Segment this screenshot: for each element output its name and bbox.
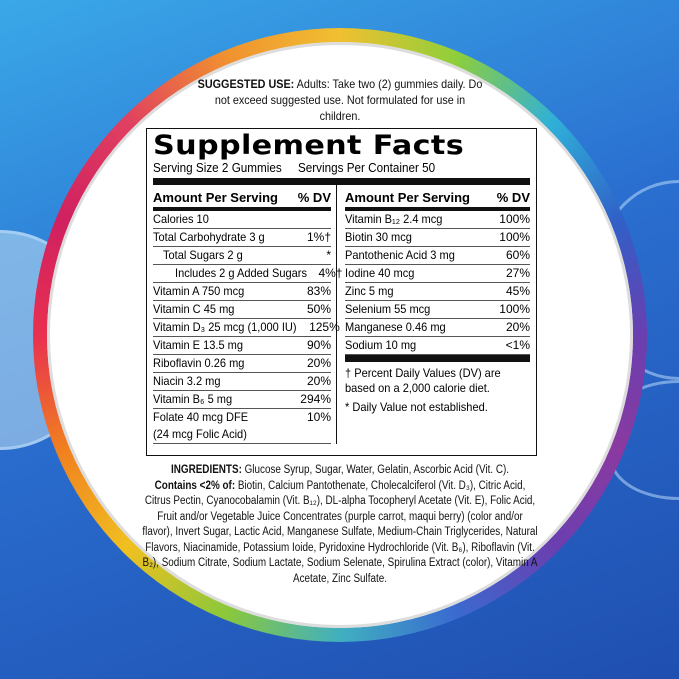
- suggested-use-label: SUGGESTED USE:: [197, 77, 295, 91]
- nutrient-dv: 100%: [499, 302, 530, 316]
- nutrient-name: Vitamin D₃ 25 mcg (1,000 IU): [153, 320, 297, 334]
- nutrient-row: (24 mcg Folic Acid): [153, 426, 331, 444]
- dv-footnote: † Percent Daily Values (DV) are based on…: [345, 366, 501, 395]
- nutrient-name: Manganese 0.46 mg: [345, 320, 446, 334]
- nutrient-row: Total Carbohydrate 3 g 1%†: [153, 229, 331, 247]
- nutrient-row: Vitamin A 750 mcg 83%: [153, 283, 331, 301]
- nutrient-name: Vitamin B₆ 5 mg: [153, 392, 233, 406]
- nutrient-name: Riboflavin 0.26 mg: [153, 356, 245, 370]
- nutrient-dv: 45%: [505, 284, 530, 298]
- header-amount: Amount Per Serving: [153, 190, 278, 205]
- nutrient-dv: <1%: [505, 338, 530, 352]
- nutrient-dv: *: [326, 248, 331, 262]
- contains-list: Biotin, Calcium Pantothenate, Cholecalci…: [142, 479, 538, 585]
- nutrient-dv: 27%: [505, 266, 530, 280]
- column-header: Amount Per Serving % DV: [345, 185, 530, 211]
- nutrient-dv: 1%†: [306, 230, 331, 244]
- nutrient-name: Calories 10: [153, 212, 209, 226]
- nutrient-dv: 294%: [300, 392, 331, 406]
- nutrient-row: Niacin 3.2 mg 20%: [153, 373, 331, 391]
- column-header: Amount Per Serving % DV: [153, 185, 331, 211]
- facts-right-column: Amount Per Serving % DV Vitamin B₁₂ 2.4 m…: [337, 185, 530, 444]
- nutrient-name: Includes 2 g Added Sugars: [175, 266, 307, 280]
- nutrient-row: Vitamin B₆ 5 mg 294%: [153, 391, 331, 409]
- serving-size: Serving Size 2 Gummies: [153, 160, 282, 175]
- nutrient-row: Selenium 55 mcg 100%: [345, 301, 530, 319]
- nutrient-name: Total Carbohydrate 3 g: [153, 230, 265, 244]
- header-amount: Amount Per Serving: [345, 190, 470, 205]
- ingredients-label: INGREDIENTS:: [170, 464, 242, 476]
- nutrient-row: Manganese 0.46 mg 20%: [345, 319, 530, 337]
- label-circle: [47, 42, 633, 628]
- nutrient-dv: 20%: [306, 374, 331, 388]
- nutrient-dv: 125%: [309, 320, 340, 334]
- nutrient-row: Biotin 30 mcg 100%: [345, 229, 530, 247]
- nutrient-dv: 100%: [499, 212, 530, 226]
- nutrient-name: Vitamin E 13.5 mg: [153, 338, 244, 352]
- nutrient-dv: 83%: [306, 284, 331, 298]
- ingredients-main: Glucose Syrup, Sugar, Water, Gelatin, As…: [241, 464, 510, 476]
- nutrient-row: Includes 2 g Added Sugars 4%†: [153, 265, 342, 283]
- nutrient-dv: 60%: [505, 248, 530, 262]
- divider: [345, 355, 530, 362]
- nutrient-row: Calories 10: [153, 211, 331, 229]
- header-dv: % DV: [496, 190, 530, 205]
- nutrient-dv: 20%: [505, 320, 530, 334]
- servings-per-container: Servings Per Container 50: [297, 160, 436, 175]
- nutrient-name: Vitamin B₁₂ 2.4 mcg: [345, 212, 443, 226]
- nutrient-row: Sodium 10 mg <1%: [345, 337, 530, 355]
- suggested-use-text: Adults: Take two (2) gummies daily. Do n…: [214, 77, 483, 123]
- nutrient-row: Vitamin C 45 mg 50%: [153, 301, 331, 319]
- serving-info: Serving Size 2 Gummies Servings Per Conta…: [153, 160, 492, 176]
- nutrient-row: Iodine 40 mcg 27%: [345, 265, 530, 283]
- nutrient-row: Pantothenic Acid 3 mg 60%: [345, 247, 530, 265]
- nutrient-row: Folate 40 mcg DFE 10%: [153, 409, 331, 426]
- nutrient-name: Total Sugars 2 g: [163, 248, 243, 262]
- nutrient-name: Selenium 55 mcg: [345, 302, 431, 316]
- nutrient-row: Vitamin E 13.5 mg 90%: [153, 337, 331, 355]
- nutrient-name: Iodine 40 mcg: [345, 266, 415, 280]
- nutrient-name: Sodium 10 mg: [345, 338, 417, 352]
- nutrient-name: Zinc 5 mg: [345, 284, 394, 298]
- nutrient-dv: 10%: [306, 410, 331, 424]
- nutrient-dv: 50%: [306, 302, 331, 316]
- nutrient-row: Vitamin D₃ 25 mcg (1,000 IU) 125%: [153, 319, 340, 337]
- nutrient-name: Vitamin A 750 mcg: [153, 284, 245, 298]
- header-dv: % DV: [297, 190, 331, 205]
- nutrient-dv: 100%: [499, 230, 530, 244]
- supplement-facts-panel: Supplement Facts Serving Size 2 Gummies S…: [146, 128, 537, 456]
- facts-title: Supplement Facts: [153, 130, 465, 161]
- nutrient-dv: 90%: [306, 338, 331, 352]
- nutrient-name: Biotin 30 mcg: [345, 230, 412, 244]
- nutrient-dv: 20%: [306, 356, 331, 370]
- nutrient-name: Pantothenic Acid 3 mg: [345, 248, 455, 262]
- dv-not-established-note: * Daily Value not established.: [345, 400, 488, 414]
- nutrient-row: Total Sugars 2 g *: [153, 247, 331, 265]
- nutrient-name: Niacin 3.2 mg: [153, 374, 221, 388]
- nutrient-name: Folate 40 mcg DFE: [153, 410, 249, 424]
- nutrient-row: Vitamin B₁₂ 2.4 mcg 100%: [345, 211, 530, 229]
- nutrient-dv: 4%†: [318, 266, 343, 280]
- facts-left-column: Amount Per Serving % DV Calories 10 Total …: [153, 185, 342, 444]
- nutrient-row: Riboflavin 0.26 mg 20%: [153, 355, 331, 373]
- contains-label: Contains <2% of:: [154, 479, 236, 492]
- ingredients: INGREDIENTS: Glucose Syrup, Sugar, Water…: [142, 463, 538, 587]
- suggested-use: SUGGESTED USE: Adults: Take two (2) gumm…: [196, 76, 484, 124]
- nutrient-row: Zinc 5 mg 45%: [345, 283, 530, 301]
- nutrient-name: Vitamin C 45 mg: [153, 302, 235, 316]
- nutrient-name: (24 mcg Folic Acid): [153, 427, 247, 441]
